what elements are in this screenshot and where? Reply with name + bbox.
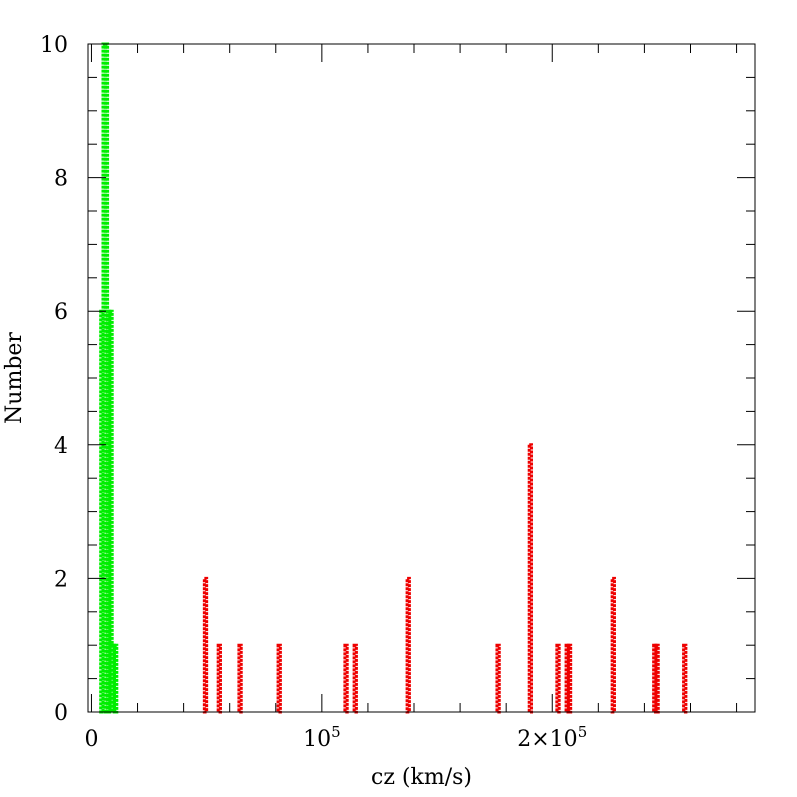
tick-labels: 0 2 4 6 8 10 0 105 2×105 <box>40 33 587 752</box>
histogram-bar <box>610 576 616 714</box>
histogram-bars <box>99 42 688 714</box>
x-tick-label: 2×105 <box>517 723 587 752</box>
histogram-bar <box>555 643 561 714</box>
histogram-bar <box>527 443 534 714</box>
y-tick-label: 6 <box>54 300 68 325</box>
y-tick-label: 2 <box>54 567 68 592</box>
histogram-bar <box>566 643 573 714</box>
y-tick-label: 10 <box>40 33 68 58</box>
y-axis-label: Number <box>2 332 27 424</box>
y-tick-label: 0 <box>54 701 68 726</box>
histogram-bar <box>682 643 688 714</box>
histogram-bar <box>108 309 114 714</box>
x-tick-label: 105 <box>303 723 341 752</box>
histogram-bar <box>343 643 349 714</box>
y-tick-label: 4 <box>54 434 68 459</box>
x-tick-label: 0 <box>84 727 98 752</box>
y-tick-label: 8 <box>54 167 68 192</box>
histogram-bar <box>495 643 501 714</box>
axis-ticks <box>88 43 755 713</box>
histogram-bar <box>276 643 282 714</box>
histogram-bar <box>202 576 209 714</box>
histogram-bar <box>654 643 660 714</box>
x-axis-label: cz (km/s) <box>371 765 472 790</box>
histogram-bar <box>352 643 358 714</box>
histogram-bar <box>216 643 222 714</box>
histogram-bar <box>112 643 119 714</box>
histogram-bar <box>405 576 411 714</box>
histogram-bar <box>237 643 243 714</box>
plot-frame <box>87 43 756 713</box>
